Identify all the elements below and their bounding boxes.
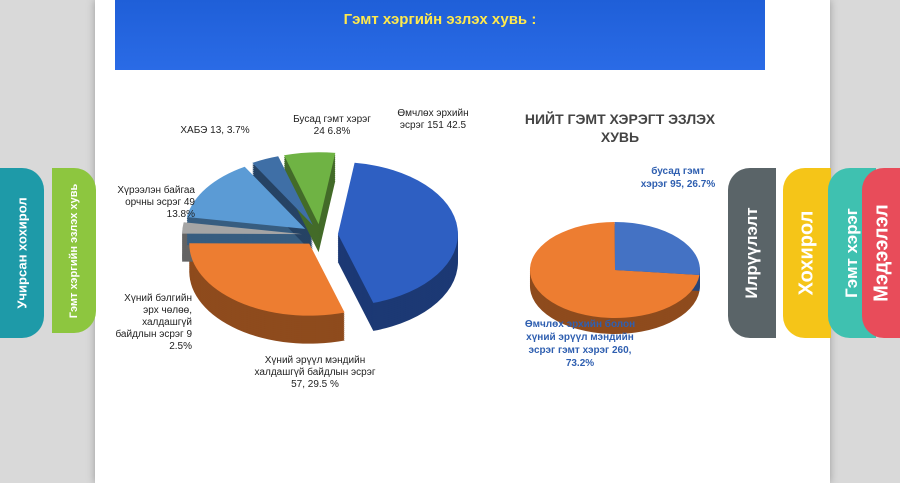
data-label: Хүний эрүүл мэндийн халдашгүй байдлын эс… [250, 355, 380, 391]
count-label: 260, [611, 345, 632, 356]
category-label: Хүний эрүүл мэндийн халдашгүй байдлын эс… [254, 355, 376, 378]
side-tab: Гэмт хэргийн эзлэх хувь [52, 168, 96, 333]
category-label: Өмчлөх эрхийн болон хүний эрүүл мэндийн … [524, 319, 636, 356]
count-label: 57, [291, 379, 305, 390]
data-label: Хүний бэлгийн эрх чөлөө, халдашгүй байдл… [112, 293, 192, 353]
data-label: бусад гэмт хэрэг 95, 26.7% [638, 165, 718, 191]
category-label: Бусад гэмт хэрэг [293, 114, 371, 125]
data-label: Бусад гэмт хэрэг 24 6.8% [292, 114, 372, 138]
side-tab: Мэдээлэл [862, 168, 900, 338]
count-label: 49 [183, 197, 195, 208]
value-label: 3.7% [226, 125, 250, 136]
pie-slice [529, 222, 700, 318]
tab-label: Гэмт хэргийн эзлэх хувь [68, 183, 80, 318]
tab-label: Мэдээлэл [870, 204, 893, 302]
data-label: Өмчлөх эрхийн эсрэг 151 42.5 [393, 108, 473, 132]
pie-slice [189, 243, 345, 316]
banner-title: Гэмт хэргийн эзлэх хувь : [115, 0, 765, 70]
category-label: Хүний бэлгийн эрх чөлөө, халдашгүй байдл… [115, 293, 192, 340]
category-label: ХАБЭ [180, 125, 208, 136]
pie-slice [182, 222, 303, 235]
side-tab: Хохирол [783, 168, 831, 338]
count-label: 95, [670, 179, 685, 190]
data-label: ХАБЭ 13, 3.7% [180, 125, 250, 137]
pie-slice [614, 221, 700, 275]
tab-label: Илрүүлэлт [742, 207, 761, 299]
value-label: 29.5 % [307, 379, 339, 390]
value-label: 6.8% [327, 126, 351, 137]
data-label: Хүрээлэн байгаа орчны эсрэг 49 13.8% [115, 185, 195, 221]
category-label: Өмчлөх эрхийн эсрэг [397, 108, 469, 131]
value-label: 42.5 [446, 120, 467, 131]
tab-label: Гэмт хэрэг [842, 208, 861, 298]
value-label: 13.8% [166, 209, 195, 220]
value-label: 26.7% [686, 179, 716, 190]
pie-slice [252, 156, 313, 226]
value-label: 2.5% [169, 341, 192, 352]
side-tab: Учирсан хохирол [0, 168, 44, 338]
count-label: 151 [427, 120, 444, 131]
count-label: 24 [313, 126, 325, 137]
tab-label: Хохирол [795, 210, 818, 296]
side-tab: Илрүүлэлт [728, 168, 776, 338]
pie-slice [186, 166, 306, 229]
category-label: Хүрээлэн байгаа орчны эсрэг [117, 185, 195, 208]
pie-slice [284, 152, 336, 225]
data-label: Өмчлөх эрхийн болон хүний эрүүл мэндийн … [515, 318, 645, 370]
value-label: 73.2% [565, 358, 595, 369]
tab-label: Учирсан хохирол [14, 197, 30, 309]
count-label: 13, [210, 125, 225, 136]
chart-title: НИЙТ ГЭМТ ХЭРЭГТ ЭЗЛЭХ ХУВЬ [524, 111, 716, 145]
pie-slice [337, 162, 458, 303]
count-label: 9 [186, 329, 192, 340]
category-label: бусад гэмт хэрэг [640, 166, 705, 190]
